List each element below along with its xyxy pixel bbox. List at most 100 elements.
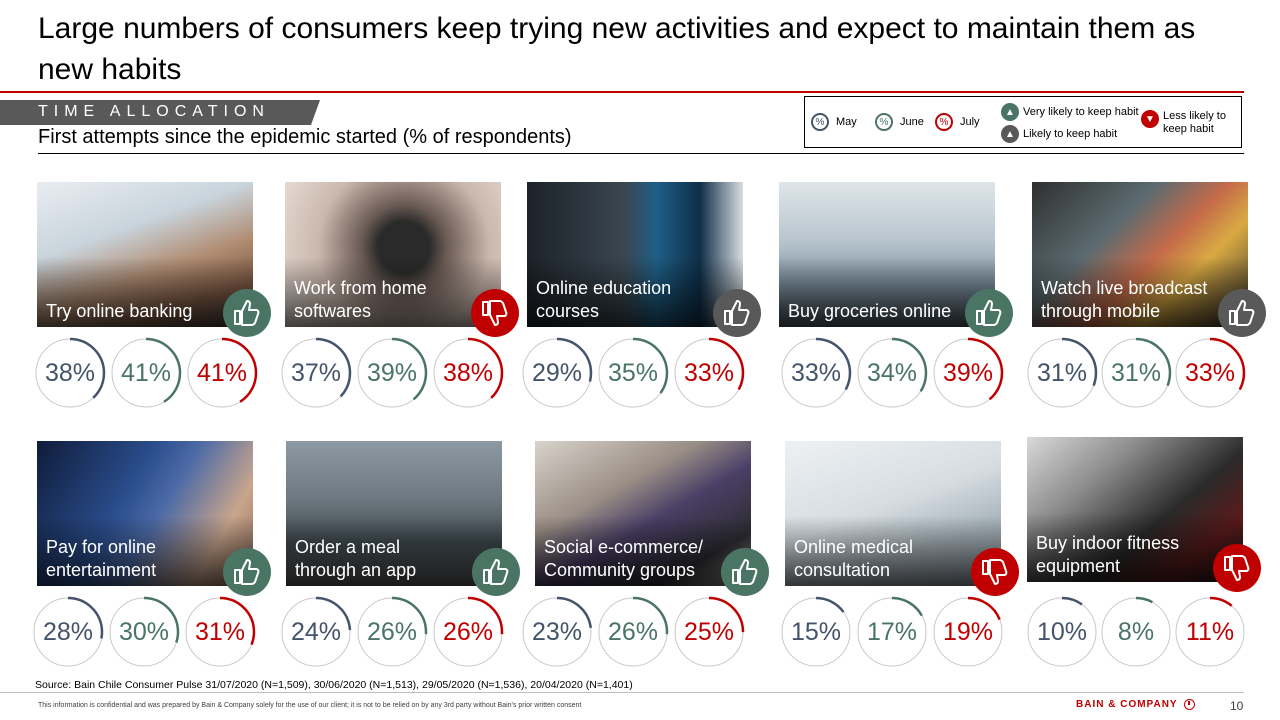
donut-june: 41% <box>110 337 182 409</box>
thumb-up-icon <box>713 289 761 337</box>
donut-arc <box>186 337 258 409</box>
donut-july: 11% <box>1174 596 1246 668</box>
legend-july-swatch: % <box>935 113 953 131</box>
donut-june: 17% <box>856 596 928 668</box>
donut-july: 33% <box>1174 337 1246 409</box>
donut-value-label: 35% <box>607 358 659 387</box>
legend-less-likely: ▼ Less likely to keep habit <box>1141 110 1239 136</box>
donut-may: 23% <box>521 596 593 668</box>
donut-value-label: 29% <box>531 358 583 387</box>
legend-very-likely-label: Very likely to keep habit <box>1023 106 1139 118</box>
donut-july: 41% <box>186 337 258 409</box>
donut-value-label: 33% <box>790 358 842 387</box>
legend-likely-label: Likely to keep habit <box>1023 128 1118 140</box>
activity-card: Social e-commerce/ Community groups <box>535 441 751 586</box>
thumb-up-icon: ▲ <box>1001 103 1019 121</box>
donut-arc <box>780 596 852 668</box>
caption-shade <box>779 257 995 327</box>
activity-label: Social e-commerce/ Community groups <box>544 537 704 580</box>
donut-arc <box>356 596 428 668</box>
donut-value-label: 39% <box>366 358 418 387</box>
donut-may: 28% <box>32 596 104 668</box>
donut-june: 26% <box>597 596 669 668</box>
activity-card: Online medical consultation <box>785 441 1001 586</box>
thumb-up-icon <box>223 289 271 337</box>
donut-value-label: 31% <box>1110 358 1162 387</box>
donut-value-label: 25% <box>683 617 735 646</box>
caption-shade <box>785 516 1001 586</box>
subtitle-divider <box>38 153 1244 154</box>
donut-may: 24% <box>280 596 352 668</box>
page-number: 10 <box>1230 699 1244 713</box>
caption-shade <box>37 257 253 327</box>
thumb-up-icon: ▲ <box>1001 125 1019 143</box>
donut-value-label: 33% <box>683 358 735 387</box>
thumb-up-icon <box>965 289 1013 337</box>
page-title: Large numbers of consumers keep trying n… <box>38 12 1196 86</box>
donut-arc <box>673 596 745 668</box>
donut-june: 35% <box>597 337 669 409</box>
donut-value-label: 39% <box>942 358 994 387</box>
donut-may: 31% <box>1026 337 1098 409</box>
donut-arc <box>856 596 928 668</box>
activity-label: Order a meal through an app <box>295 537 417 580</box>
donut-arc <box>856 337 928 409</box>
legend-likely: ▲ Likely to keep habit <box>1001 125 1117 143</box>
caption-shade <box>37 516 253 586</box>
donut-may: 38% <box>34 337 106 409</box>
activity-label: Online medical consultation <box>794 537 914 580</box>
activity-card: Try online banking <box>37 182 253 327</box>
activity-card: Buy indoor fitness equipment <box>1027 437 1243 582</box>
donut-value-label: 26% <box>607 617 659 646</box>
donut-value-label: 38% <box>442 358 494 387</box>
legend: % May % June % July ▲ Very likely to kee… <box>804 96 1242 148</box>
donut-arc <box>280 337 352 409</box>
donut-july: 26% <box>432 596 504 668</box>
donut-value-label: 26% <box>442 617 494 646</box>
donut-arc <box>34 337 106 409</box>
donut-value-label: 15% <box>790 617 842 646</box>
activity-label: Pay for online entertainment <box>46 537 157 580</box>
donut-july: 39% <box>932 337 1004 409</box>
donut-june: 8% <box>1100 596 1172 668</box>
source-note: Source: Bain Chile Consumer Pulse 31/07/… <box>35 679 633 691</box>
section-tag-label: TIME ALLOCATION <box>38 103 270 120</box>
donut-arc <box>1026 337 1098 409</box>
donut-arc <box>356 337 428 409</box>
donut-may: 33% <box>780 337 852 409</box>
activity-card: Pay for online entertainment <box>37 441 253 586</box>
donut-value-label: 26% <box>366 617 418 646</box>
donut-arc <box>280 596 352 668</box>
donut-arc <box>932 596 1004 668</box>
donut-value-label: 10% <box>1036 617 1088 646</box>
brand-logo: BAIN & COMPANY <box>1076 699 1195 710</box>
confidentiality-note: This information is confidential and was… <box>38 702 582 709</box>
donut-arc <box>1100 596 1172 668</box>
donut-value-label: 41% <box>196 358 248 387</box>
donut-value-label: 37% <box>290 358 342 387</box>
donut-may: 37% <box>280 337 352 409</box>
donut-arc <box>108 596 180 668</box>
donut-july: 19% <box>932 596 1004 668</box>
brand-mark-icon <box>1183 699 1195 710</box>
donut-arc <box>597 337 669 409</box>
activity-card: Order a meal through an app <box>286 441 502 586</box>
activity-card: Buy groceries online <box>779 182 995 327</box>
donut-value-label: 24% <box>290 617 342 646</box>
legend-june-swatch: % <box>875 113 893 131</box>
activity-label: Work from home softwares <box>294 278 427 321</box>
donut-july: 33% <box>673 337 745 409</box>
activity-label: Try online banking <box>46 301 193 321</box>
section-tag: TIME ALLOCATION <box>0 100 320 125</box>
legend-may-label: May <box>836 116 857 128</box>
activity-label: Buy indoor fitness equipment <box>1036 533 1180 576</box>
donut-value-label: 31% <box>194 617 246 646</box>
donut-june: 39% <box>356 337 428 409</box>
donut-arc <box>432 596 504 668</box>
donut-value-label: 8% <box>1117 617 1155 646</box>
donut-arc <box>432 337 504 409</box>
caption-shade <box>1027 512 1243 582</box>
thumb-up-icon <box>1218 289 1266 337</box>
caption-shade <box>286 516 502 586</box>
donut-value-label: 23% <box>531 617 583 646</box>
